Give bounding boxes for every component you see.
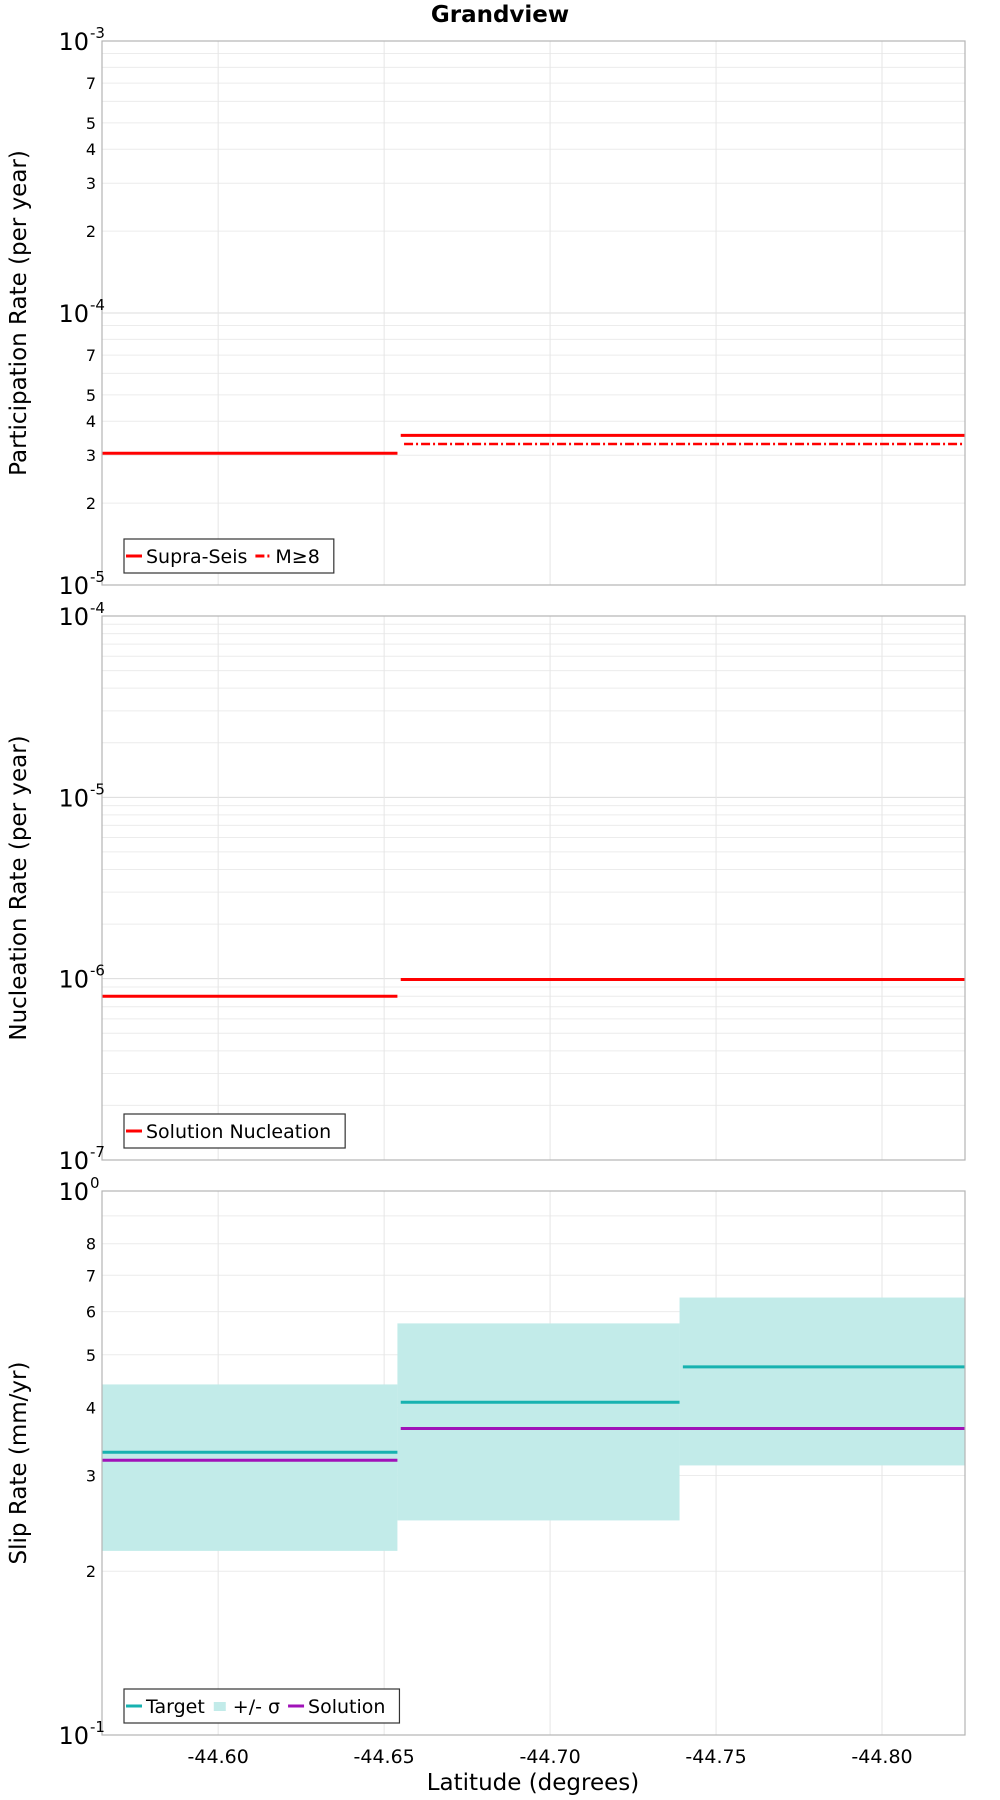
y-tick-label-minor: 5 [86,386,96,405]
plot-frame [101,40,966,586]
y-tick-label-minor: 5 [86,1346,96,1365]
legend-box [123,538,335,574]
y-tick-label-exponent: -5 [90,568,105,586]
y-tick-label-minor: 8 [86,1235,96,1254]
y-axis-label: Nucleation Rate (per year) [6,735,32,1040]
y-tick-label-minor: 5 [86,114,96,133]
chart-title: Grandview [431,2,569,28]
x-tick-label: -44.75 [685,1746,746,1768]
legend-entry: Solution Nucleation [146,1121,331,1143]
y-tick-label-minor: 2 [86,222,96,241]
legend-entry: Solution [308,1696,385,1718]
y-tick-label-minor: 3 [86,1466,96,1485]
y-tick-label-exponent: -5 [90,780,105,798]
legend-entry: M≥8 [275,546,319,568]
band-segment [679,1297,965,1466]
y-axis-label: Participation Rate (per year) [6,150,32,476]
y-tick-label-minor: 7 [86,74,96,93]
y-tick-label-major: 10 [58,1178,89,1206]
y-tick-label-exponent: 0 [90,1174,100,1192]
y-tick-label-major: 10 [58,603,89,631]
y-tick-label-major: 10 [58,966,89,994]
legend-box [123,1113,346,1149]
legend-entry: Target [145,1696,205,1718]
y-tick-label-minor: 3 [86,174,96,193]
y-axis-label: Slip Rate (mm/yr) [6,1362,32,1565]
plot-frame [101,1190,966,1736]
x-tick-label: -44.60 [188,1746,249,1768]
y-tick-label-minor: 2 [86,1562,96,1581]
y-tick-label-minor: 4 [86,1398,96,1417]
legend-box [123,1688,401,1724]
y-tick-label-exponent: -6 [90,962,105,980]
y-tick-label-exponent: -4 [90,296,105,314]
y-tick-label-minor: 7 [86,346,96,365]
y-tick-label-exponent: -1 [90,1718,105,1736]
y-tick-label-major: 10 [58,1147,89,1175]
legend-swatch [213,1702,226,1711]
x-axis-label: Latitude (degrees) [427,1770,640,1796]
y-tick-label-major: 10 [58,784,89,812]
y-tick-label-major: 10 [58,300,89,328]
y-tick-label-major: 10 [58,28,89,56]
band-segment [102,1384,398,1551]
legend-entry: +/- σ [233,1696,280,1718]
x-tick-label: -44.80 [851,1746,912,1768]
y-tick-label-exponent: -7 [90,1143,105,1161]
legend: Target +/- σ Solution [123,1688,401,1724]
legend: Solution Nucleation [123,1113,346,1149]
y-tick-label-exponent: -3 [90,24,105,42]
y-tick-label-minor: 4 [86,412,96,431]
y-tick-label-minor: 6 [86,1303,96,1322]
y-tick-label-major: 10 [58,1722,89,1750]
y-tick-label-major: 10 [58,572,89,600]
legend: Supra-Seis M≥8 [123,538,335,574]
y-tick-label-minor: 4 [86,140,96,159]
y-tick-label-minor: 2 [86,494,96,513]
x-tick-label: -44.65 [354,1746,415,1768]
band-segment [397,1323,680,1521]
y-tick-label-minor: 7 [86,1266,96,1285]
x-tick-label: -44.70 [519,1746,580,1768]
plot-frame [101,615,966,1161]
legend-entry: Supra-Seis [146,546,247,568]
y-tick-label-exponent: -4 [90,599,105,617]
y-tick-label-minor: 3 [86,446,96,465]
